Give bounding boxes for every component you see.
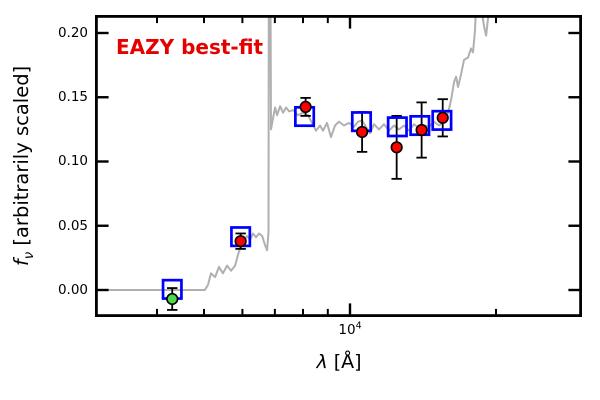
model-photometry-square xyxy=(431,109,453,131)
observed-photometry-point xyxy=(166,292,179,306)
observed-photometry-point xyxy=(299,100,312,113)
y-label-symbol: f xyxy=(10,259,34,267)
observed-photometry-point xyxy=(390,141,403,154)
best-fit-annotation: EAZY best-fit xyxy=(116,35,264,59)
x-axis-label: λ [Å] xyxy=(239,349,439,375)
plot-area xyxy=(95,15,582,317)
y-tick-label-005: 0.05 xyxy=(57,218,88,234)
observed-photometry-point xyxy=(355,125,369,139)
observed-photometry-point xyxy=(234,235,247,248)
y-tick-label-015: 0.15 xyxy=(57,89,88,105)
model-photometry-square xyxy=(386,116,408,138)
y-tick-label-000: 0.00 xyxy=(57,282,88,298)
x-label-unit: [Å] xyxy=(327,351,362,373)
observed-photometry-point xyxy=(436,111,449,124)
x-tick-label-1e4: 104 xyxy=(338,320,362,338)
spectrum-curve xyxy=(95,15,490,291)
y-tick-label-020: 0.20 xyxy=(57,25,88,41)
x-label-symbol: λ xyxy=(316,351,328,373)
observed-photometry-point xyxy=(415,123,428,137)
y-label-subscript: ν xyxy=(21,251,37,260)
plot-frame xyxy=(95,15,582,317)
y-tick-label-010: 0.10 xyxy=(57,153,88,169)
